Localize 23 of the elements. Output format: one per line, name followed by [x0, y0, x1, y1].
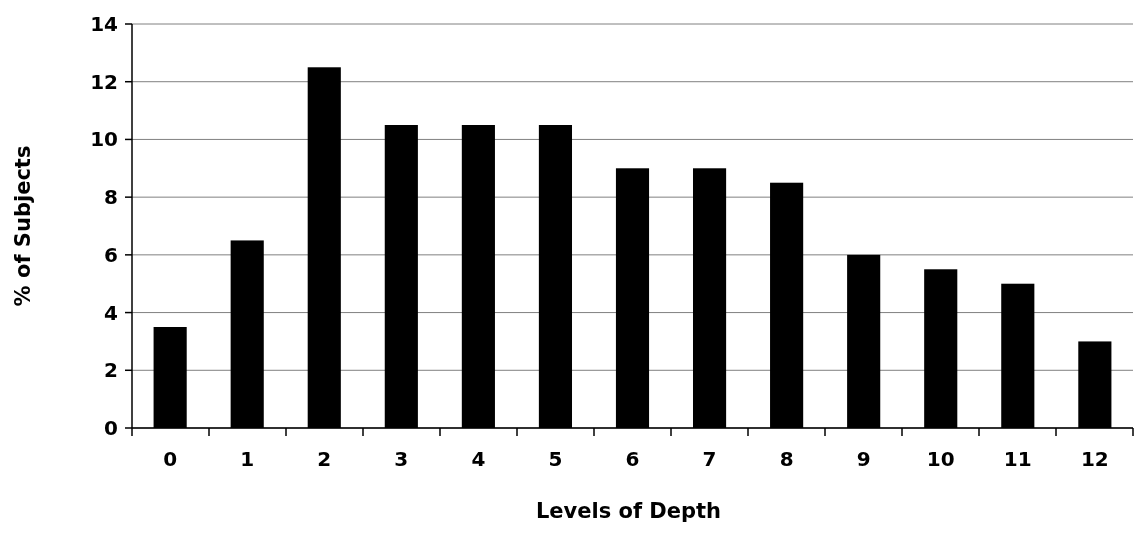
y-tick-label: 14 — [90, 12, 118, 36]
y-tick-label: 8 — [104, 185, 118, 210]
y-tick-label: 4 — [104, 300, 118, 325]
x-tick-label: 11 — [1003, 447, 1032, 471]
x-tick-label: 5 — [548, 447, 563, 471]
y-tick-label: 12 — [90, 69, 118, 94]
y-axis-title: % of Subjects — [11, 145, 35, 307]
y-tick-label: 0 — [104, 416, 118, 440]
x-tick-label: 9 — [856, 447, 871, 471]
x-tick-label: 6 — [625, 447, 640, 471]
x-tick-label: 10 — [926, 447, 955, 471]
x-axis-title: Levels of Depth — [535, 499, 722, 523]
x-tick-label: 0 — [163, 447, 178, 471]
x-tick-label: 12 — [1080, 447, 1109, 471]
y-tick-label: 10 — [90, 127, 118, 152]
x-tick-label: 7 — [702, 447, 717, 471]
y-tick-label: 6 — [104, 242, 118, 267]
x-tick-label: 1 — [240, 447, 255, 471]
x-tick-label: 3 — [394, 447, 409, 471]
y-tick-label: 2 — [104, 358, 118, 383]
x-tick-label: 4 — [471, 447, 486, 471]
x-tick-label: 2 — [317, 447, 332, 471]
x-tick-label: 8 — [779, 447, 794, 471]
